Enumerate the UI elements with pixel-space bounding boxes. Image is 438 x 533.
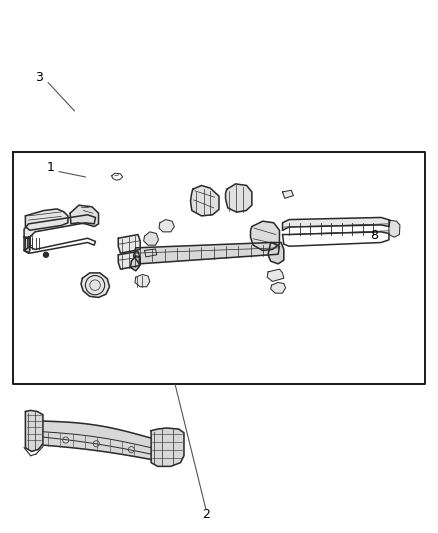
Polygon shape xyxy=(70,205,99,227)
Polygon shape xyxy=(25,410,43,451)
Polygon shape xyxy=(134,243,279,264)
Polygon shape xyxy=(268,243,284,264)
Polygon shape xyxy=(118,252,140,269)
Polygon shape xyxy=(118,235,140,253)
Polygon shape xyxy=(283,217,390,230)
Polygon shape xyxy=(135,274,150,287)
Polygon shape xyxy=(145,249,157,257)
Polygon shape xyxy=(389,220,400,237)
Polygon shape xyxy=(131,256,139,271)
Polygon shape xyxy=(43,421,151,459)
Polygon shape xyxy=(144,232,159,245)
Polygon shape xyxy=(159,220,174,232)
Text: 8: 8 xyxy=(371,229,378,242)
Text: 3: 3 xyxy=(35,71,43,84)
Polygon shape xyxy=(267,269,284,281)
Polygon shape xyxy=(191,185,219,216)
Polygon shape xyxy=(251,221,279,251)
Text: 2: 2 xyxy=(202,508,210,521)
Polygon shape xyxy=(24,215,95,237)
Polygon shape xyxy=(283,190,293,198)
Polygon shape xyxy=(24,237,30,253)
Polygon shape xyxy=(151,428,184,466)
Polygon shape xyxy=(271,282,286,293)
Circle shape xyxy=(43,252,49,257)
Polygon shape xyxy=(25,209,68,230)
Text: 1: 1 xyxy=(46,161,54,174)
Polygon shape xyxy=(81,273,110,297)
Polygon shape xyxy=(226,184,252,212)
